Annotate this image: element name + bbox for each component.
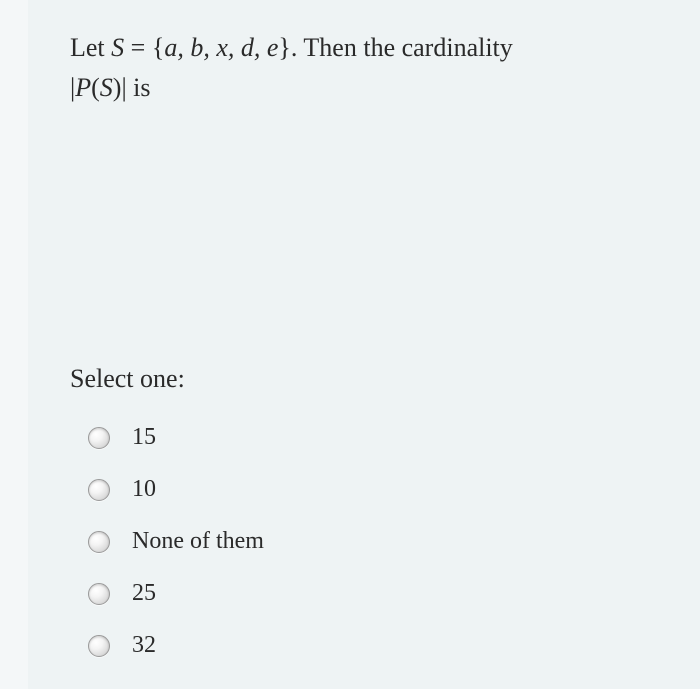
option-label: 32 — [132, 632, 156, 659]
q-suffix1: . Then the cardinality — [291, 33, 513, 62]
option-2[interactable]: None of them — [70, 516, 660, 568]
radio-icon[interactable] — [88, 427, 110, 449]
select-one-prompt: Select one: — [70, 364, 660, 394]
q-text: Let — [70, 33, 111, 62]
radio-icon[interactable] — [88, 531, 110, 553]
q-brace-open: { — [152, 33, 164, 62]
question-block: Let S = {a, b, x, d, e}. Then the cardin… — [70, 28, 660, 672]
option-1[interactable]: 10 — [70, 464, 660, 516]
option-3[interactable]: 25 — [70, 568, 660, 620]
option-4[interactable]: 32 — [70, 620, 660, 672]
q-paren-open: ( — [91, 73, 100, 102]
question-text: Let S = {a, b, x, d, e}. Then the cardin… — [70, 28, 660, 109]
q-powerset-P: P — [75, 73, 91, 102]
q-brace-close: } — [278, 33, 290, 62]
option-label: 10 — [132, 476, 156, 503]
options-group: 15 10 None of them 25 32 — [70, 412, 660, 672]
option-0[interactable]: 15 — [70, 412, 660, 464]
option-label: 15 — [132, 424, 156, 451]
q-set-elems: a, b, x, d, e — [164, 33, 278, 62]
q-eq: = — [124, 33, 152, 62]
q-var-S: S — [111, 33, 124, 62]
q-var-S2: S — [100, 73, 113, 102]
option-label: None of them — [132, 528, 264, 555]
radio-icon[interactable] — [88, 583, 110, 605]
left-margin-bar — [0, 0, 28, 689]
option-label: 25 — [132, 580, 156, 607]
q-suffix2: is — [127, 73, 151, 102]
radio-icon[interactable] — [88, 479, 110, 501]
radio-icon[interactable] — [88, 635, 110, 657]
